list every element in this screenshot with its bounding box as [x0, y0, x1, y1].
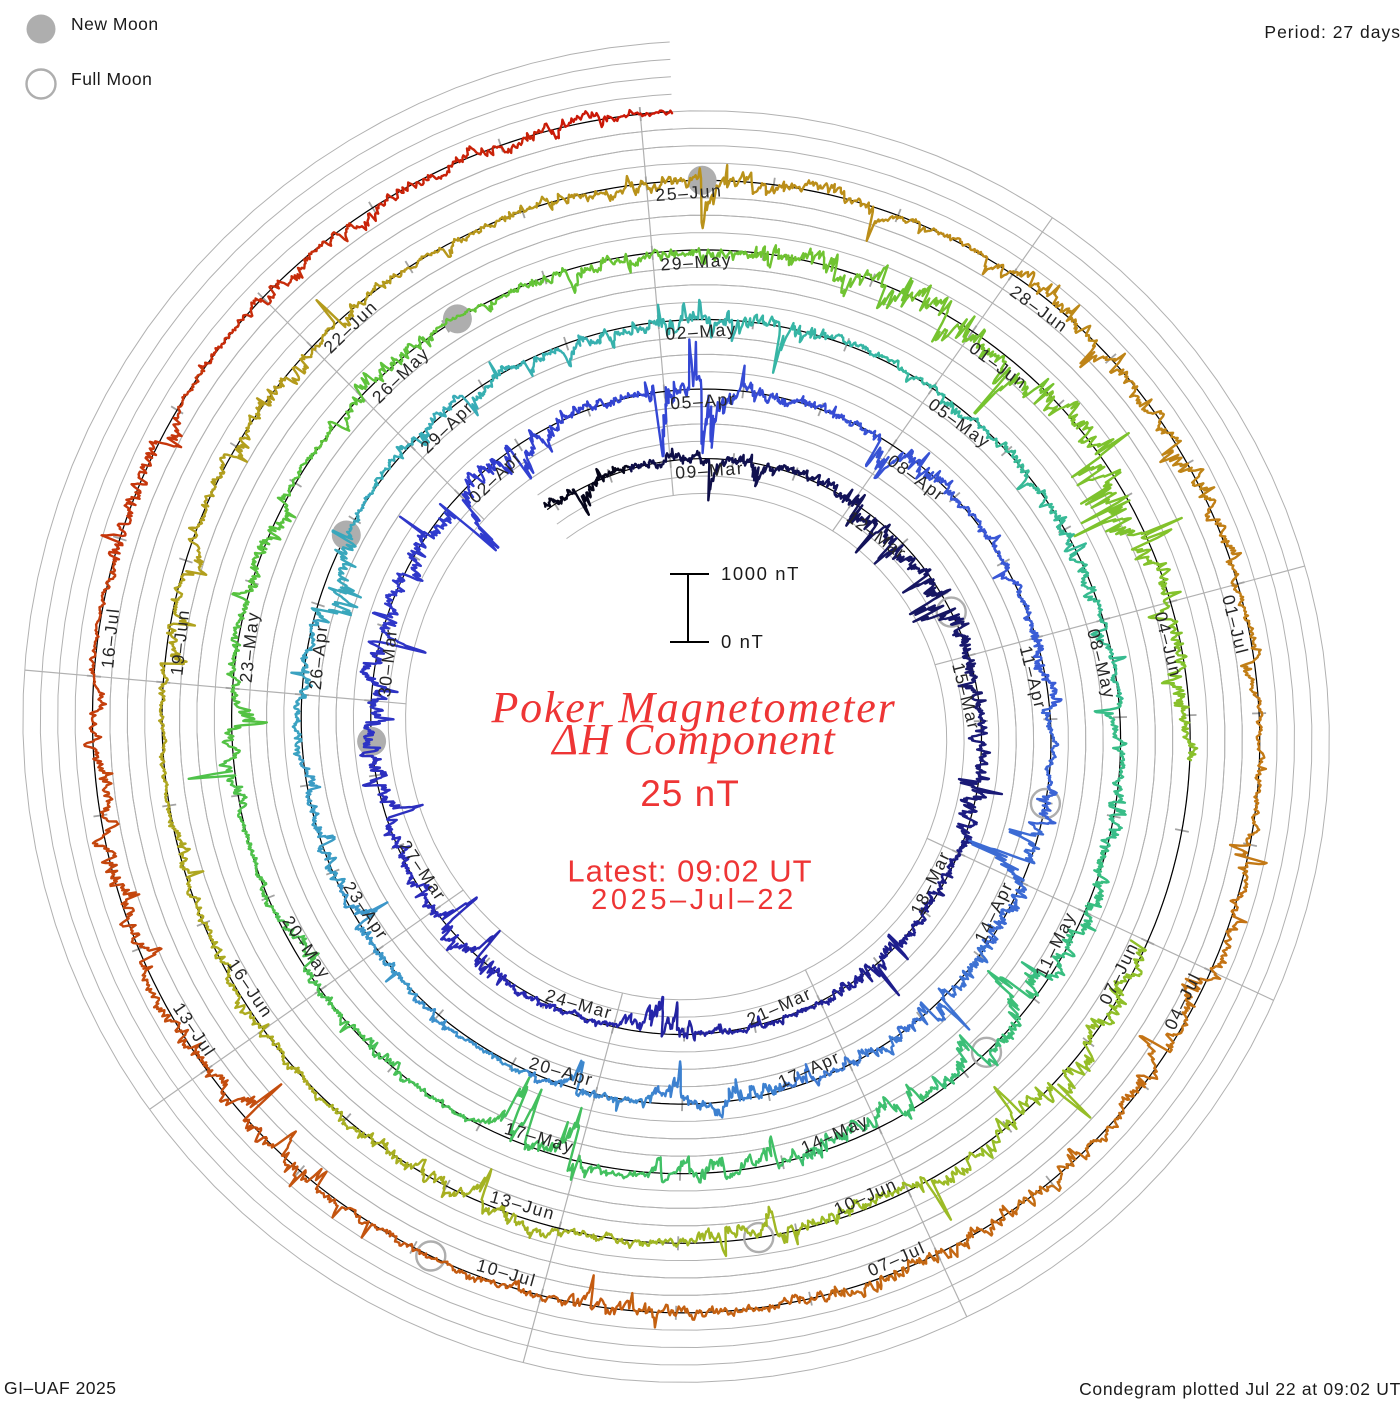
svg-text:GI–UAF 2025: GI–UAF 2025 [4, 1378, 117, 1398]
svg-text:New Moon: New Moon [71, 14, 159, 34]
svg-text:2025–Jul–22: 2025–Jul–22 [591, 884, 797, 916]
svg-text:Full Moon: Full Moon [71, 69, 152, 89]
svg-text:Period: 27 days: Period: 27 days [1264, 22, 1400, 42]
svg-text:1000 nT: 1000 nT [721, 563, 800, 584]
svg-text:ΔH Component: ΔH Component [550, 715, 836, 764]
svg-text:Condegram plotted Jul 22 at 09: Condegram plotted Jul 22 at 09:02 UT [1079, 1379, 1400, 1399]
svg-text:25 nT: 25 nT [640, 773, 740, 814]
svg-text:0 nT: 0 nT [721, 631, 764, 652]
